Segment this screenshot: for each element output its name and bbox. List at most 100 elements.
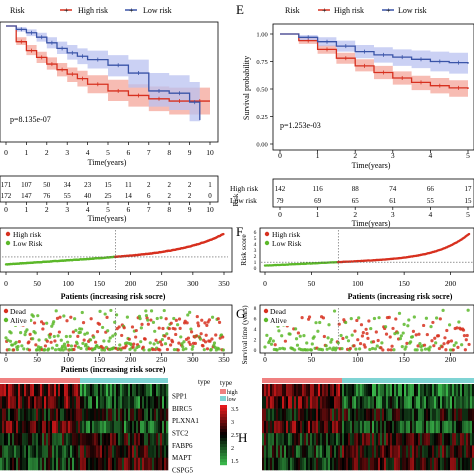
panel-g-point [394, 317, 398, 321]
left-heatmap-cell [150, 445, 153, 459]
panel-h-heatmap-cell [326, 457, 329, 471]
panel-e-legend-low: Low risk [398, 6, 427, 15]
panel-h-heatmap-cell [456, 445, 459, 459]
panel-h-heatmap-cell [314, 445, 317, 459]
panel-h-heatmap-cell [458, 408, 461, 422]
left-heatmap-cell [142, 420, 145, 434]
panel-h-heatmap-cell [356, 445, 359, 459]
panel-h-heatmap-cell [446, 457, 449, 471]
left-heatmap-cell [10, 420, 13, 434]
panel-h-heatmap-cell [280, 408, 283, 422]
panel-g-point [316, 329, 320, 333]
left-heatmap-cell [78, 396, 81, 409]
panel-h-heatmap-cell [310, 384, 313, 397]
panel-h-heatmap-cell [432, 420, 435, 434]
panel-h-heatmap-cell [278, 445, 281, 459]
left-heatmap-cell [60, 433, 63, 446]
left-heatmap-cell [76, 420, 79, 434]
panel-h-heatmap-cell [378, 408, 381, 422]
panel-h-heatmap-cell [454, 445, 457, 459]
panel-e-row-high-label: High risk [230, 184, 258, 193]
left-heatmap-cell [122, 408, 125, 422]
left-km-x-tick-label: 8 [167, 148, 171, 157]
panel-h-heatmap-cell [462, 384, 465, 397]
left-heatmap-cell [100, 384, 103, 397]
panel-h-heatmap-cell [302, 457, 305, 471]
panel-h-heatmap-cell [462, 408, 465, 422]
left-status-point [169, 343, 173, 347]
panel-h-heatmap-cell [322, 457, 325, 471]
panel-h-heatmap-cell [288, 420, 291, 434]
left-km-table-low-cell: 55 [64, 192, 72, 200]
panel-h-heatmap-cell [296, 408, 299, 422]
left-heatmap-cell [26, 433, 29, 446]
left-heatmap-cell [142, 396, 145, 409]
panel-h-heatmap-cell [360, 433, 363, 446]
left-heatmap-cell [148, 433, 151, 446]
panel-h-heatmap-cell [444, 433, 447, 446]
left-status-point [31, 314, 35, 318]
panel-h-heatmap-cell [356, 420, 359, 434]
left-heatmap-cell [88, 408, 91, 422]
panel-e-x-tick-label: 1 [316, 151, 320, 160]
panel-g-point [373, 347, 377, 351]
left-heatmap-cell [64, 445, 67, 459]
left-heatmap-cell [96, 457, 99, 471]
panel-h-heatmap-cell [398, 408, 401, 422]
panel-h-heatmap-cell [290, 408, 293, 422]
panel-h-heatmap-cell [330, 396, 333, 409]
panel-e-y-tick-label: 0.00 [256, 142, 267, 149]
left-heatmap-cell [92, 420, 95, 434]
panel-h-heatmap-cell [438, 457, 441, 471]
panel-e-y-tick-label: 0.75 [256, 59, 267, 66]
panel-h-heatmap-cell [450, 420, 453, 434]
left-heatmap-cell [160, 445, 163, 459]
left-heatmap-cell [144, 433, 147, 446]
panel-e-y-tick-label: 1.00 [256, 32, 267, 39]
left-status-point [152, 342, 156, 346]
left-heatmap-cell [34, 433, 37, 446]
left-heatmap-cell [78, 408, 81, 422]
left-heatmap-cell [48, 396, 51, 409]
panel-h-heatmap-cell [408, 408, 411, 422]
left-heatmap-cell [12, 445, 15, 459]
left-heatmap-cell [136, 408, 139, 422]
left-heatmap-cell [20, 445, 23, 459]
panel-h-heatmap-cell [368, 445, 371, 459]
panel-h-heatmap-cell [282, 457, 285, 471]
panel-h-heatmap-cell [420, 384, 423, 397]
left-heatmap-cell [156, 445, 159, 459]
left-heatmap-cell [98, 457, 101, 471]
panel-h-heatmap-cell [392, 420, 395, 434]
panel-h-heatmap-cell [340, 396, 343, 409]
panel-h-heatmap-cell [402, 420, 405, 434]
panel-g-point [275, 348, 279, 352]
left-status-point [182, 340, 186, 344]
left-heatmap-cell [16, 433, 19, 446]
panel-h-heatmap-cell [262, 433, 265, 446]
left-heatmap-cell [32, 433, 35, 446]
panel-g-point [357, 316, 361, 320]
left-heatmap-cell [66, 420, 69, 434]
left-heatmap-cell [106, 420, 109, 434]
panel-h-heatmap-cell [430, 396, 433, 409]
left-heatmap-cell [46, 457, 49, 471]
panel-h-heatmap-cell [446, 408, 449, 422]
panel-h-heatmap-cell [396, 457, 399, 471]
panel-h-heatmap-cell [412, 420, 415, 434]
heatmap-scale-segment [220, 414, 227, 418]
panel-e-table-high-cell: 142 [275, 185, 286, 193]
left-status-point [67, 348, 72, 352]
left-heatmap-cell [164, 457, 167, 471]
panel-h-heatmap-cell [286, 433, 289, 446]
panel-h-heatmap-cell [366, 457, 369, 471]
left-heatmap-cell [20, 408, 23, 422]
panel-h-heatmap-cell [286, 408, 289, 422]
panel-h-heatmap-cell [454, 384, 457, 397]
left-heatmap-cell [20, 384, 23, 397]
panel-h-heatmap-cell [374, 433, 377, 446]
panel-g-point [360, 334, 364, 338]
left-heatmap-cell [124, 433, 127, 446]
left-heatmap-cell [0, 384, 3, 397]
left-heatmap-cell [10, 384, 13, 397]
